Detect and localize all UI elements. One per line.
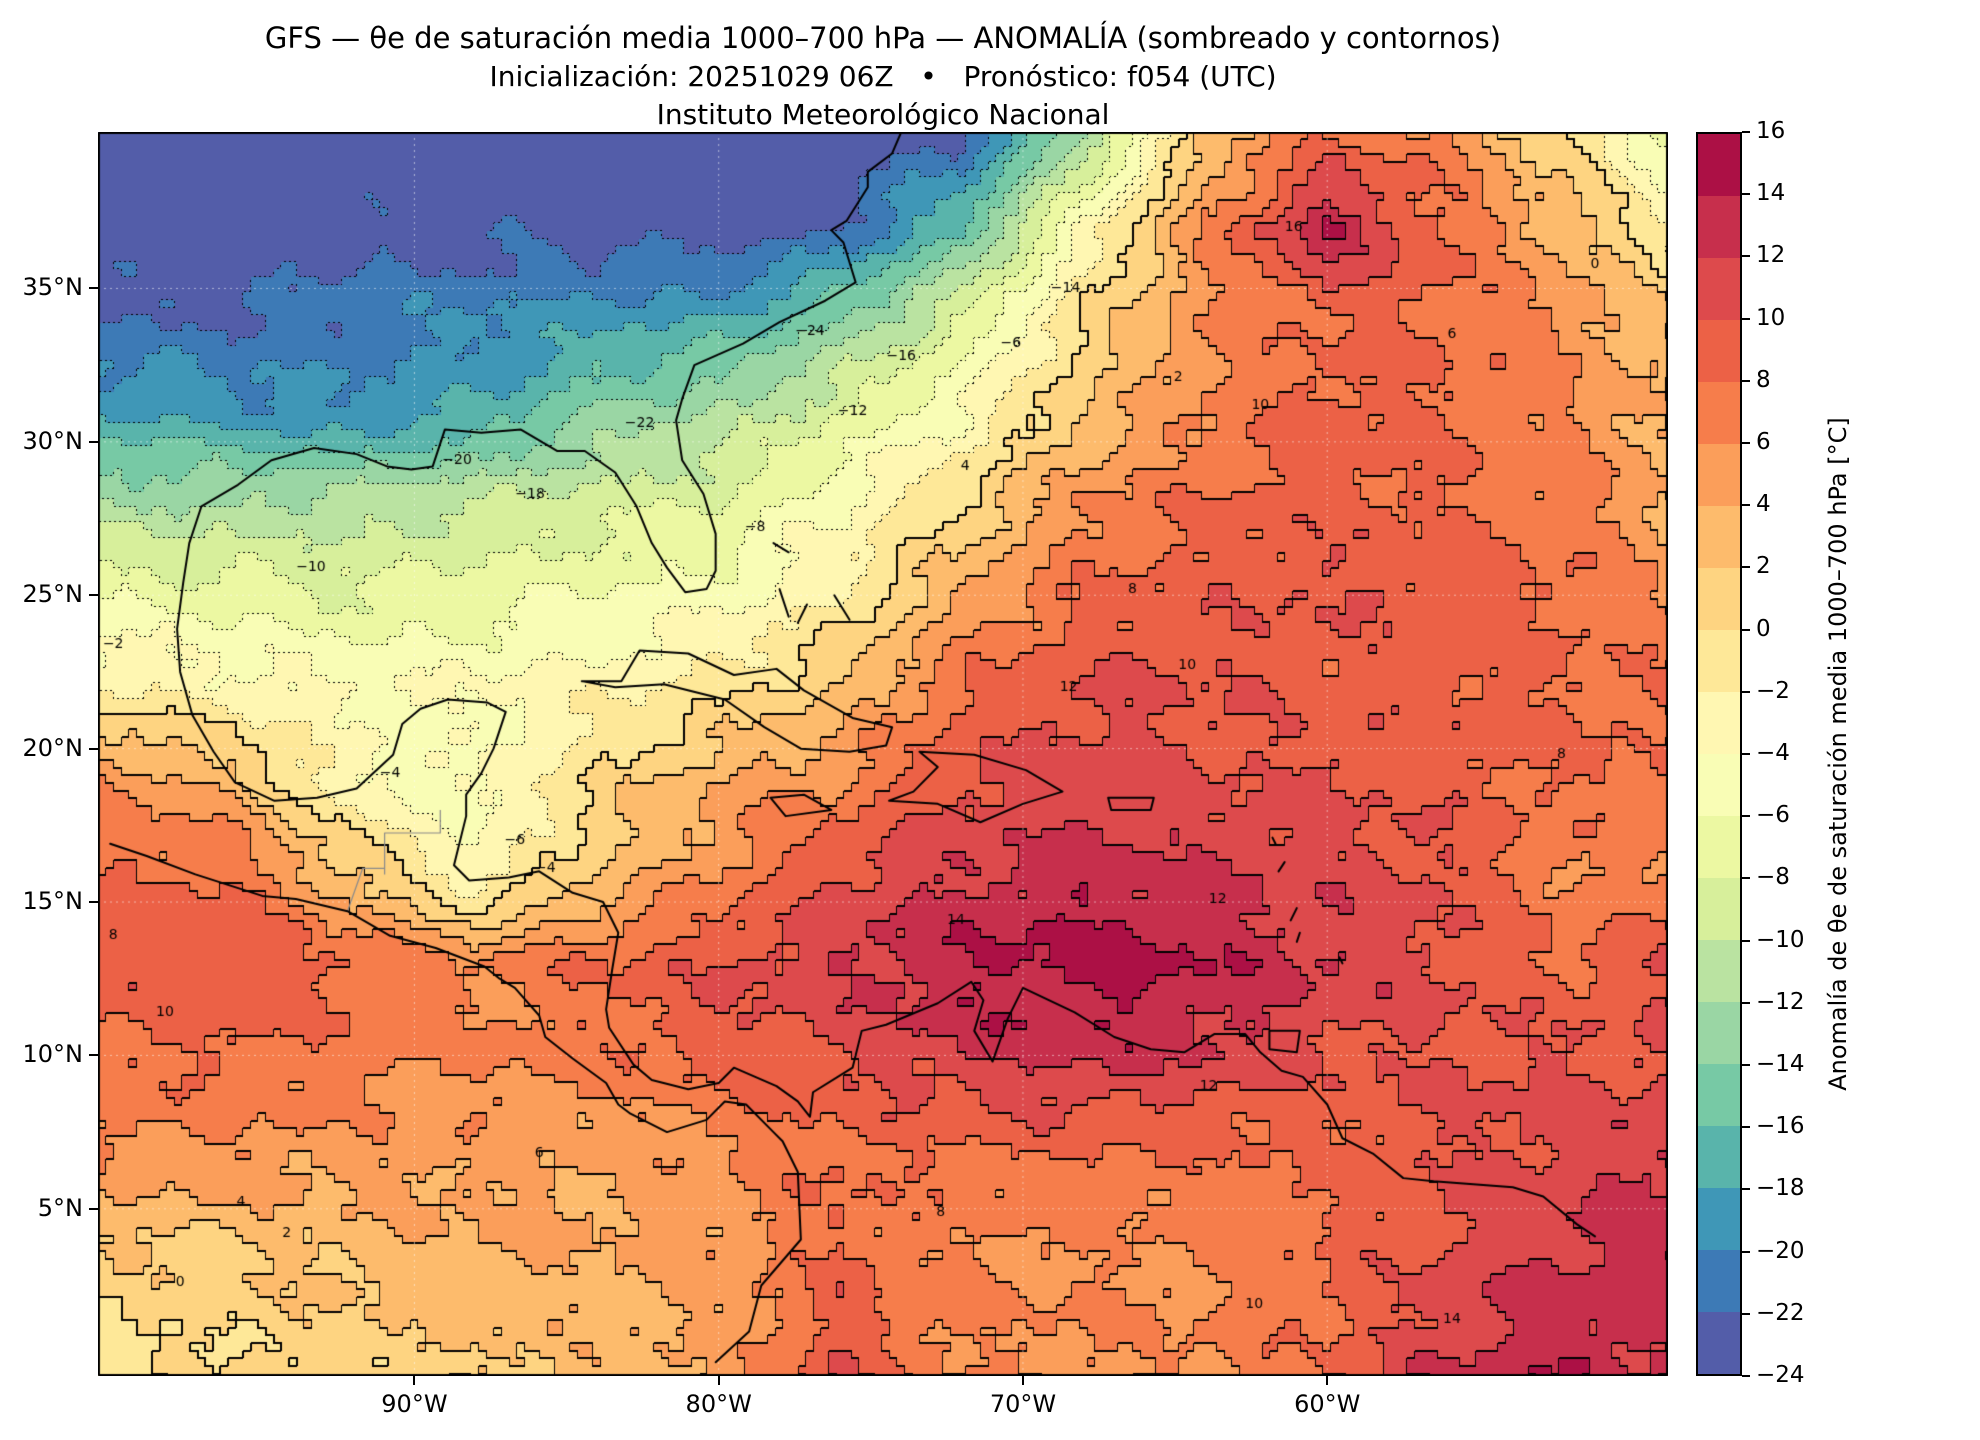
- x-tick-label: 90°W: [381, 1390, 448, 1418]
- colorbar-segment: [1698, 1002, 1740, 1064]
- colorbar-tick-label: 10: [1756, 304, 1786, 331]
- colorbar-segment: [1698, 1188, 1740, 1250]
- y-tick-mark: [89, 747, 98, 750]
- colorbar-tick-mark: [1742, 131, 1750, 133]
- colorbar-tick-mark: [1742, 753, 1750, 755]
- colorbar-tick-mark: [1742, 1001, 1750, 1004]
- colorbar-tick-mark: [1742, 1375, 1750, 1377]
- colorbar-tick-label: 16: [1756, 118, 1786, 144]
- colorbar-segment: [1698, 878, 1740, 940]
- colorbar-tick-mark: [1742, 1312, 1750, 1315]
- y-tick-mark: [89, 287, 98, 290]
- colorbar-segment: [1698, 940, 1740, 1002]
- y-tick-label: 35°N: [22, 273, 84, 302]
- colorbar-tick-mark: [1742, 1126, 1750, 1129]
- title-block: GFS — θe de saturación media 1000–700 hP…: [98, 18, 1668, 134]
- colorbar-segment: [1698, 382, 1740, 444]
- chart-subtitle-init-forecast: Inicialización: 20251029 06Z • Pronóstic…: [489, 60, 1277, 93]
- colorbar-tick-label: −24: [1756, 1362, 1805, 1388]
- colorbar-tick-label: 12: [1756, 242, 1786, 269]
- colorbar-segment: [1698, 444, 1740, 506]
- colorbar-tick-label: −10: [1756, 926, 1805, 953]
- y-tick-label: 5°N: [37, 1193, 83, 1222]
- y-tick-mark: [89, 440, 98, 443]
- x-tick-mark: [717, 1376, 720, 1385]
- y-tick-mark: [89, 901, 98, 904]
- anomaly-map-canvas: [98, 132, 1668, 1376]
- colorbar-tick-mark: [1742, 877, 1750, 880]
- colorbar-tick-label: 14: [1756, 180, 1786, 207]
- chart-institution: Instituto Meteorológico Nacional: [656, 98, 1110, 131]
- colorbar-tick-label: 8: [1756, 366, 1771, 393]
- colorbar-tick-label: −8: [1756, 864, 1790, 891]
- map-plot: [98, 132, 1668, 1376]
- colorbar-segment: [1698, 506, 1740, 568]
- colorbar-segment: [1698, 630, 1740, 692]
- colorbar-tick-mark: [1742, 442, 1750, 444]
- x-tick-label: 60°W: [1294, 1390, 1361, 1418]
- colorbar-segment: [1698, 568, 1740, 630]
- colorbar-tick-mark: [1742, 690, 1750, 693]
- colorbar-segment: [1698, 134, 1740, 196]
- colorbar-tick-mark: [1742, 255, 1750, 258]
- colorbar-tick-label: −22: [1756, 1299, 1805, 1326]
- colorbar-segment: [1698, 1312, 1740, 1374]
- colorbar-segment: [1698, 1250, 1740, 1312]
- colorbar-segment: [1698, 320, 1740, 382]
- x-tick-label: 70°W: [989, 1390, 1057, 1418]
- colorbar-tick-mark: [1742, 317, 1750, 320]
- colorbar-segment: [1698, 258, 1740, 320]
- colorbar-segment: [1698, 1126, 1740, 1188]
- x-tick-mark: [1021, 1376, 1024, 1385]
- colorbar-segment: [1698, 196, 1740, 258]
- colorbar-segment: [1698, 816, 1740, 878]
- colorbar-tick-label: 6: [1756, 429, 1771, 455]
- colorbar-tick-label: −14: [1756, 1051, 1805, 1077]
- colorbar-tick-label: −2: [1756, 677, 1790, 704]
- x-tick-mark: [413, 1376, 416, 1385]
- colorbar-tick-mark: [1742, 1064, 1750, 1066]
- colorbar-tick-label: −4: [1756, 740, 1790, 766]
- colorbar-tick-mark: [1742, 379, 1750, 382]
- colorbar-tick-label: −20: [1756, 1237, 1805, 1264]
- colorbar-tick-label: 0: [1756, 615, 1771, 642]
- colorbar-label: Anomalía de θe de saturación media 1000–…: [1824, 417, 1852, 1091]
- y-tick-label: 30°N: [22, 426, 84, 455]
- colorbar-tick-mark: [1742, 1188, 1750, 1191]
- colorbar-tick-mark: [1742, 566, 1750, 569]
- y-tick-mark: [89, 594, 98, 597]
- colorbar-tick-mark: [1742, 504, 1750, 507]
- y-tick-mark: [89, 1207, 98, 1210]
- colorbar-segment: [1698, 1064, 1740, 1126]
- colorbar-tick-mark: [1742, 628, 1750, 631]
- colorbar-tick-mark: [1742, 1250, 1750, 1253]
- chart-title: GFS — θe de saturación media 1000–700 hP…: [264, 21, 1502, 55]
- y-tick-label: 10°N: [22, 1040, 84, 1069]
- y-tick-mark: [89, 1054, 98, 1057]
- colorbar-tick-mark: [1742, 939, 1750, 942]
- y-tick-label: 20°N: [22, 733, 84, 762]
- colorbar-tick-label: 2: [1756, 553, 1771, 580]
- x-tick-label: 80°W: [685, 1390, 752, 1418]
- y-tick-label: 15°N: [22, 887, 84, 916]
- x-tick-mark: [1326, 1376, 1329, 1385]
- colorbar-tick-mark: [1742, 193, 1750, 196]
- colorbar-tick-label: −16: [1756, 1113, 1805, 1140]
- colorbar-segment: [1698, 754, 1740, 816]
- colorbar-tick-label: −6: [1756, 802, 1790, 829]
- colorbar: [1696, 132, 1742, 1376]
- colorbar-tick-label: −18: [1756, 1175, 1805, 1202]
- colorbar-segment: [1698, 692, 1740, 754]
- colorbar-tick-label: 4: [1756, 491, 1771, 518]
- colorbar-tick-label: −12: [1756, 988, 1805, 1015]
- colorbar-tick-mark: [1742, 815, 1750, 818]
- y-tick-label: 25°N: [22, 580, 84, 609]
